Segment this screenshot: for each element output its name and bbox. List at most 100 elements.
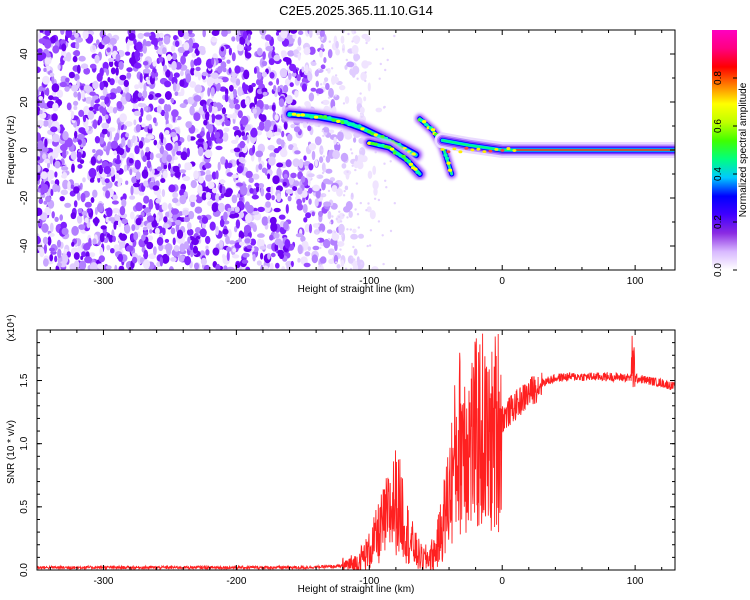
noise-speckle bbox=[240, 115, 249, 126]
noise-speckle bbox=[46, 52, 51, 58]
tone-cross-blob bbox=[443, 153, 448, 157]
y-tick-label: -40 bbox=[19, 238, 30, 253]
noise-speckle bbox=[375, 48, 378, 51]
noise-speckle bbox=[132, 256, 138, 264]
noise-speckle bbox=[283, 221, 289, 231]
noise-speckle bbox=[336, 264, 341, 269]
tone-main-blob bbox=[357, 124, 362, 128]
noise-speckle bbox=[314, 198, 319, 207]
noise-speckle bbox=[54, 255, 58, 263]
noise-speckle bbox=[207, 181, 215, 189]
noise-speckle bbox=[199, 130, 205, 137]
noise-speckle bbox=[116, 86, 122, 94]
noise-speckle bbox=[92, 217, 100, 225]
noise-speckle bbox=[133, 38, 137, 46]
noise-speckle bbox=[49, 222, 54, 233]
noise-speckle bbox=[37, 172, 41, 181]
noise-speckle bbox=[373, 197, 377, 200]
noise-speckle bbox=[258, 163, 263, 170]
noise-speckle bbox=[283, 173, 288, 179]
noise-speckle bbox=[274, 238, 282, 246]
noise-speckle bbox=[164, 129, 170, 136]
noise-speckle bbox=[62, 179, 69, 190]
noise-speckle bbox=[96, 203, 104, 213]
noise-speckle bbox=[143, 83, 147, 92]
snr-ylabel: SNR (10 * v/v) bbox=[6, 420, 17, 484]
noise-speckle bbox=[317, 124, 321, 128]
noise-speckle bbox=[352, 245, 355, 249]
noise-speckle bbox=[151, 71, 155, 79]
noise-speckle bbox=[182, 175, 191, 182]
tone-carrier-blob bbox=[488, 149, 493, 153]
noise-speckle bbox=[41, 183, 49, 194]
noise-speckle bbox=[226, 251, 230, 262]
noise-speckle bbox=[215, 137, 224, 144]
noise-speckle bbox=[112, 107, 118, 114]
noise-speckle bbox=[99, 106, 104, 113]
noise-speckle bbox=[240, 185, 248, 195]
noise-speckle bbox=[121, 198, 127, 208]
noise-speckle bbox=[80, 63, 89, 69]
noise-speckle bbox=[140, 103, 147, 108]
noise-speckle bbox=[171, 76, 178, 85]
noise-speckle bbox=[356, 154, 365, 163]
noise-speckle bbox=[262, 265, 269, 270]
x-tick-label: -200 bbox=[226, 576, 246, 587]
noise-speckle bbox=[257, 233, 265, 238]
noise-speckle bbox=[187, 134, 191, 142]
noise-speckle bbox=[48, 95, 54, 101]
noise-speckle bbox=[211, 131, 215, 141]
noise-speckle bbox=[221, 107, 226, 115]
noise-speckle bbox=[236, 43, 244, 52]
noise-speckle bbox=[125, 132, 130, 138]
noise-speckle bbox=[82, 138, 87, 147]
noise-speckle bbox=[44, 89, 48, 95]
noise-speckle bbox=[110, 140, 119, 149]
noise-speckle bbox=[352, 65, 360, 75]
noise-speckle bbox=[344, 185, 349, 191]
noise-speckle bbox=[191, 42, 200, 49]
noise-speckle bbox=[197, 175, 204, 184]
noise-speckle bbox=[50, 180, 55, 185]
noise-speckle bbox=[256, 238, 263, 248]
noise-speckle bbox=[260, 252, 264, 260]
noise-speckle bbox=[117, 122, 122, 131]
noise-speckle bbox=[194, 206, 203, 214]
noise-speckle bbox=[248, 177, 254, 183]
noise-speckle bbox=[115, 67, 119, 76]
noise-speckle bbox=[268, 58, 275, 66]
noise-speckle bbox=[155, 201, 160, 211]
noise-speckle bbox=[158, 244, 164, 252]
noise-speckle bbox=[197, 71, 202, 81]
noise-speckle bbox=[237, 86, 243, 97]
y-tick-label: -20 bbox=[19, 190, 30, 205]
noise-speckle bbox=[127, 139, 131, 148]
noise-speckle bbox=[129, 57, 135, 65]
noise-speckle bbox=[61, 43, 67, 52]
noise-speckle bbox=[364, 71, 367, 74]
noise-speckle bbox=[70, 212, 77, 220]
noise-speckle bbox=[244, 238, 251, 244]
noise-speckle bbox=[354, 208, 357, 211]
noise-speckle bbox=[321, 171, 325, 175]
noise-speckle bbox=[163, 35, 171, 45]
noise-speckle bbox=[98, 255, 106, 263]
noise-speckle bbox=[197, 184, 203, 194]
noise-speckle bbox=[37, 119, 44, 127]
noise-speckle bbox=[305, 64, 309, 74]
noise-speckle bbox=[367, 82, 371, 92]
noise-speckle bbox=[71, 225, 79, 236]
noise-speckle bbox=[343, 189, 346, 193]
tone-carrier-blob bbox=[500, 148, 505, 152]
noise-speckle bbox=[309, 30, 313, 38]
noise-speckle bbox=[381, 234, 384, 237]
noise-speckle bbox=[197, 138, 205, 143]
noise-speckle bbox=[327, 189, 331, 193]
noise-speckle bbox=[285, 94, 293, 105]
noise-speckle bbox=[114, 159, 122, 165]
noise-speckle bbox=[327, 211, 332, 220]
noise-speckle bbox=[77, 164, 83, 169]
noise-speckle bbox=[241, 131, 245, 137]
noise-speckle bbox=[344, 267, 348, 270]
noise-speckle bbox=[204, 149, 213, 159]
